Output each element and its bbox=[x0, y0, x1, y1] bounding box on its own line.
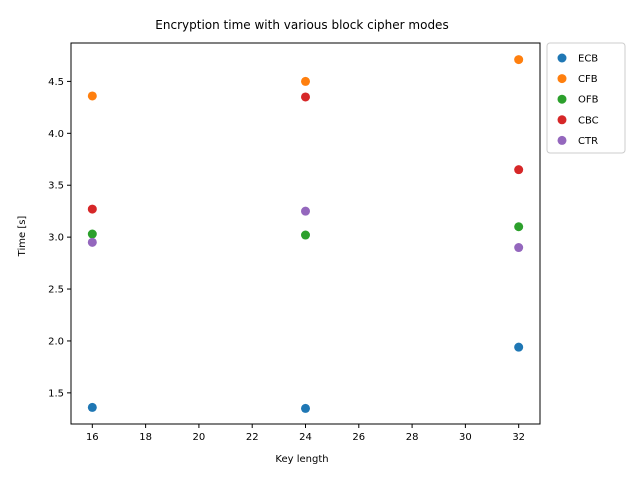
data-point-ctr bbox=[514, 243, 524, 253]
data-point-ofb bbox=[514, 222, 524, 232]
x-tick-label: 22 bbox=[246, 432, 259, 443]
legend-marker-ctr bbox=[557, 135, 567, 145]
y-tick-label: 4.5 bbox=[48, 77, 64, 88]
data-point-ctr bbox=[301, 206, 310, 216]
legend: ECB CFB OFB CBC CTR bbox=[546, 42, 626, 154]
data-point-cbc bbox=[301, 92, 310, 102]
x-axis-label: Key length bbox=[275, 454, 328, 465]
data-point-cfb bbox=[514, 55, 524, 65]
x-tick-label: 24 bbox=[299, 432, 312, 443]
y-tick-label: 4.0 bbox=[48, 129, 64, 140]
x-tick-label: 16 bbox=[86, 432, 99, 443]
y-tick-label: 2.0 bbox=[48, 336, 64, 347]
legend-label-ecb: ECB bbox=[578, 54, 598, 65]
data-point-ecb bbox=[514, 342, 524, 352]
y-axis: 1.5 2.0 2.5 3.0 3.5 4.0 4.5 bbox=[48, 77, 71, 399]
x-tick-label: 28 bbox=[406, 432, 419, 443]
data-points bbox=[87, 55, 524, 413]
x-axis: 16 18 20 22 24 26 28 30 32 bbox=[86, 424, 525, 443]
data-point-ofb bbox=[301, 230, 310, 240]
legend-marker-ofb bbox=[557, 94, 567, 104]
data-point-ecb bbox=[87, 402, 97, 412]
data-point-cfb bbox=[87, 91, 97, 101]
legend-label-ctr: CTR bbox=[578, 136, 598, 147]
x-tick-label: 20 bbox=[193, 432, 206, 443]
x-tick-label: 18 bbox=[139, 432, 152, 443]
y-tick-label: 1.5 bbox=[48, 388, 64, 399]
x-tick-label: 30 bbox=[459, 432, 472, 443]
legend-marker-cbc bbox=[557, 115, 567, 125]
data-point-ofb bbox=[87, 229, 97, 239]
x-tick-label: 32 bbox=[512, 432, 525, 443]
data-point-cbc bbox=[514, 165, 524, 175]
y-tick-label: 2.5 bbox=[48, 285, 64, 296]
legend-marker-ecb bbox=[557, 53, 567, 63]
legend-label-cfb: CFB bbox=[578, 74, 598, 85]
legend-label-cbc: CBC bbox=[578, 115, 599, 126]
data-point-ctr bbox=[87, 237, 97, 247]
y-axis-label: Time [s] bbox=[17, 216, 28, 258]
data-point-cfb bbox=[301, 76, 310, 86]
chart-title: Encryption time with various block ciphe… bbox=[155, 18, 448, 32]
y-tick-label: 3.0 bbox=[48, 233, 64, 244]
y-tick-label: 3.5 bbox=[48, 181, 64, 192]
legend-marker-cfb bbox=[557, 74, 567, 84]
legend-label-ofb: OFB bbox=[578, 95, 599, 106]
data-point-cbc bbox=[87, 204, 97, 214]
legend-box bbox=[546, 42, 626, 154]
x-tick-label: 26 bbox=[352, 432, 365, 443]
data-point-ecb bbox=[301, 403, 310, 413]
